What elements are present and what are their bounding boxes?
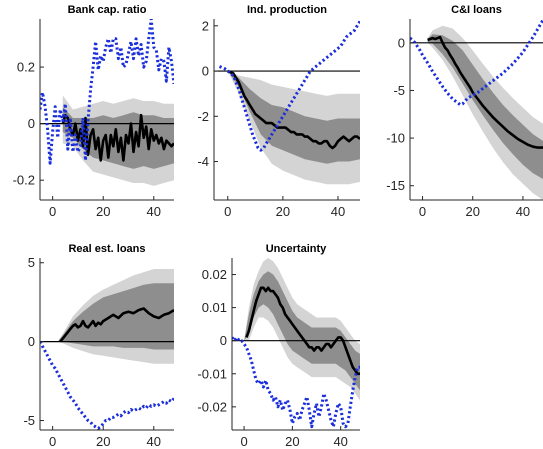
x-tick-label: 0: [224, 204, 231, 219]
x-tick-label: 20: [285, 434, 299, 449]
plot-area: [214, 20, 360, 185]
dotted-response-line: [232, 335, 360, 429]
y-tick-label: -4: [197, 154, 209, 169]
x-tick-label: 40: [331, 204, 345, 219]
median-response-line: [245, 286, 360, 376]
y-tick-label: 5: [28, 255, 35, 270]
x-tick-label: 40: [147, 204, 161, 219]
chart-title: Ind. production: [247, 4, 327, 16]
x-tick-label: 20: [276, 204, 290, 219]
chart-panel: 0 20 40 -0.02 -0.01 0 0.01 0.02 Uncertainty: [197, 243, 360, 449]
y-tick-label: 0: [28, 334, 35, 349]
median-response-line: [227, 69, 360, 150]
x-tick-label: 0: [419, 204, 426, 219]
y-tick-label: 2: [202, 18, 209, 33]
dotted-response-line: [218, 20, 360, 152]
median-response-line: [59, 307, 174, 343]
y-tick-label: -5: [23, 413, 35, 428]
x-tick-label: 0: [49, 204, 56, 219]
chart-panel: 0 20 40 -0.2 0 0.2 Bank cap. ratio: [13, 4, 174, 219]
y-tick-label: 0.02: [202, 267, 227, 282]
y-tick-label: -0.01: [197, 366, 227, 381]
x-tick-label: 40: [147, 434, 161, 449]
x-tick-label: 40: [516, 204, 530, 219]
y-tick-label: -10: [386, 131, 405, 146]
chart-title: C&I loans: [451, 4, 502, 16]
plot-area: [232, 258, 360, 429]
chart-panel: 0 20 40 -15 -10 -5 0 C&I loans: [386, 4, 543, 219]
y-tick-label: 0: [202, 64, 209, 79]
x-tick-label: 20: [96, 204, 110, 219]
y-tick-label: 0: [28, 116, 35, 131]
dotted-response-line: [410, 19, 543, 107]
y-tick-label: 0: [220, 333, 227, 348]
plot-area: [410, 19, 543, 200]
inner-confidence-band: [62, 106, 174, 169]
y-tick-label: -5: [393, 83, 405, 98]
chart-panel: 0 20 40 -4 -2 0 2 Ind. production: [197, 4, 360, 219]
chart-title: Real est. loans: [68, 243, 145, 255]
chart-title: Uncertainty: [266, 243, 327, 255]
median-response-line: [427, 35, 543, 149]
y-tick-label: -2: [197, 109, 209, 124]
inner-confidence-band: [244, 271, 360, 391]
x-tick-label: 0: [240, 434, 247, 449]
plot-area: [40, 269, 174, 430]
chart-panel: 0 20 40 -5 0 5 Real est. loans: [23, 243, 174, 449]
plot-area: [40, 19, 174, 186]
y-tick-label: 0.01: [202, 300, 227, 315]
x-tick-label: 20: [96, 434, 110, 449]
y-tick-label: 0.2: [17, 60, 35, 75]
x-tick-label: 20: [466, 204, 480, 219]
y-tick-label: 0: [398, 35, 405, 50]
y-tick-label: -15: [386, 178, 405, 193]
chart-title: Bank cap. ratio: [68, 4, 147, 16]
y-tick-label: -0.02: [197, 399, 227, 414]
x-tick-label: 40: [333, 434, 347, 449]
x-tick-label: 0: [49, 434, 56, 449]
dotted-response-line: [40, 19, 174, 165]
y-tick-label: -0.2: [13, 173, 35, 188]
